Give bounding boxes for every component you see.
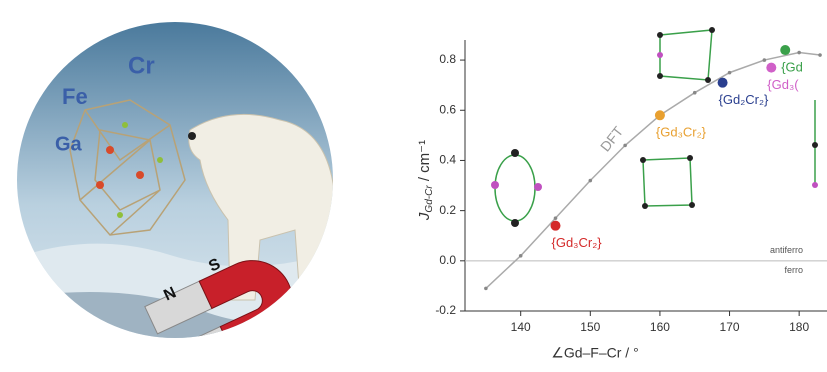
x-tick-label: 140: [511, 320, 531, 334]
x-tick-label: 180: [789, 320, 809, 334]
illustration: [0, 0, 340, 372]
x-axis-title: ∠Gd–F–Cr / °: [551, 345, 638, 361]
series-label: DFT: [597, 123, 627, 155]
baseline-label: antiferro: [770, 245, 803, 255]
x-tick-label: 150: [580, 320, 600, 334]
point-label: {Gd₃Cr₂}: [552, 235, 603, 250]
dft-point: [623, 144, 627, 148]
x-tick-label: 170: [720, 320, 740, 334]
y-tick-label: -0.2: [435, 303, 456, 317]
dft-point: [763, 58, 767, 62]
dft-point: [554, 216, 558, 220]
y-axis-subscript: Gd-Cr: [424, 185, 435, 213]
highlight-point: [780, 45, 790, 55]
dft-point: [818, 53, 822, 57]
point-label: {Gd: [781, 59, 803, 74]
highlight-point: [655, 110, 665, 120]
y-axis-unit: / cm⁻¹: [416, 140, 433, 185]
dft-point: [519, 254, 523, 258]
highlight-point: [551, 221, 561, 231]
point-label: {Gd₂Cr₂}: [719, 92, 769, 107]
highlight-point: [766, 63, 776, 73]
element-label: Cr: [128, 52, 155, 79]
y-tick-label: 0.6: [439, 102, 456, 116]
element-label: Fe: [62, 84, 88, 109]
structure-sketches: [491, 27, 818, 227]
x-tick-label: 160: [650, 320, 670, 334]
y-tick-label: 0.2: [439, 203, 456, 217]
dft-point: [693, 91, 697, 95]
element-label: Ga: [55, 133, 83, 155]
baseline-label: ferro: [784, 265, 803, 275]
point-label: {Gd₃Cr₂}: [656, 125, 707, 140]
point-label: {Gd₃(: [767, 77, 799, 92]
dft-point: [484, 287, 488, 291]
y-axis-title: JGd-Cr / cm⁻¹: [416, 140, 435, 221]
dft-point: [589, 179, 593, 183]
dft-point: [797, 51, 801, 55]
dft-point: [728, 71, 732, 75]
highlight-point: [718, 78, 728, 88]
y-tick-label: 0.4: [439, 153, 456, 167]
y-tick-label: 0.0: [439, 253, 456, 267]
y-tick-label: 0.8: [439, 52, 456, 66]
graphical-abstract: Cr Fe Ga N S ∠Gd–F–Cr / ° JGd-Cr / cm⁻¹ …: [0, 0, 827, 372]
